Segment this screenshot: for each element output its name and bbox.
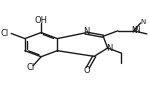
Text: OH: OH bbox=[35, 16, 48, 25]
Text: Cl: Cl bbox=[27, 63, 35, 72]
Text: N: N bbox=[140, 19, 145, 25]
Text: Cl: Cl bbox=[1, 29, 9, 38]
Text: N: N bbox=[83, 27, 89, 36]
Text: O: O bbox=[84, 66, 90, 75]
Text: N: N bbox=[106, 44, 112, 53]
Text: N: N bbox=[131, 26, 137, 35]
Text: N: N bbox=[134, 26, 140, 35]
